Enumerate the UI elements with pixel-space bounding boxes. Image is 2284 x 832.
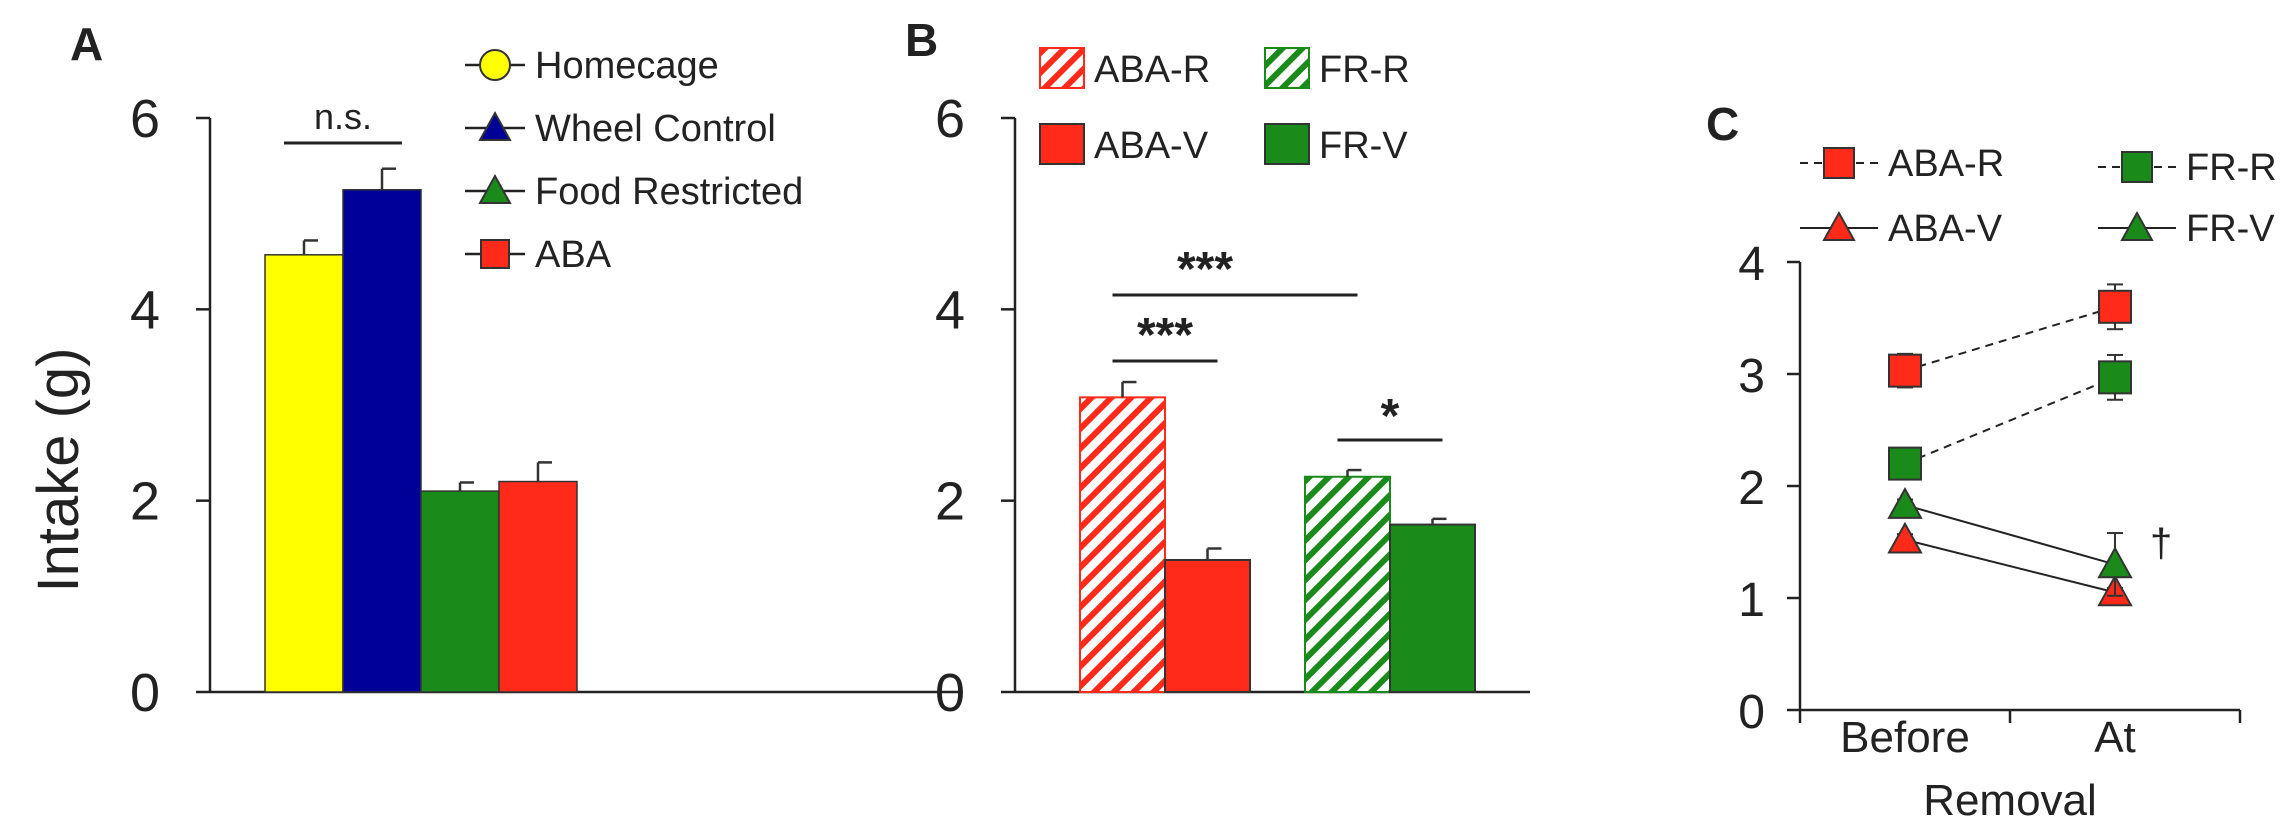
- panel-c-legend-label: FR-R: [2186, 147, 2277, 189]
- panel-a-bar: [420, 490, 500, 693]
- panel-b-bar: [1164, 558, 1251, 693]
- panel-c-series-line: [1904, 504, 2116, 566]
- panel-a-y-tick-label: 0: [130, 663, 160, 723]
- panel-c-series-line: [1904, 305, 2116, 372]
- panel-a-y-tick-label: 2: [130, 472, 160, 532]
- panel-b-y-tick-label: 2: [935, 472, 965, 532]
- panel-c-x-axis-label: Removal: [1923, 776, 2097, 825]
- panel-c-legend-marker: [1822, 210, 1856, 241]
- panel-a-bar: [342, 189, 422, 693]
- panel-c-y-tick-label: 0: [1738, 686, 1765, 739]
- panel-c-x-tick-label: Before: [1840, 713, 1970, 762]
- panel-b-legend-swatch: [1264, 123, 1310, 165]
- panel-b-y-tick-label: 0: [935, 663, 965, 723]
- panel-c-marker: [2098, 360, 2132, 395]
- panel-a-significance-label: n.s.: [314, 96, 372, 137]
- panel-c-legend-label: ABA-V: [1888, 208, 2003, 250]
- panel-a-legend-marker: [478, 173, 512, 204]
- panel-b-legend-swatch: [1039, 47, 1085, 89]
- panel-a-legend-marker: [478, 110, 512, 141]
- panel-b-legend-label: FR-R: [1319, 49, 1410, 91]
- panel-c-y-tick-label: 4: [1738, 238, 1765, 291]
- panel-a-letter: A: [70, 18, 103, 70]
- panel-c-legend-marker: [2120, 210, 2154, 241]
- panel-b-legend-label: FR-V: [1319, 125, 1408, 167]
- panel-c-y-tick-label: 1: [1738, 574, 1765, 627]
- panel-c-letter: C: [1706, 98, 1739, 150]
- panel-b-y-tick-label: 4: [935, 280, 965, 340]
- panel-a-legend-marker: [480, 239, 510, 269]
- panel-c-marker: [1888, 446, 1922, 481]
- panel-c-y-tick-label: 3: [1738, 350, 1765, 403]
- panel-a-legend-label: Food Restricted: [535, 171, 803, 213]
- panel-b-significance-label: ***: [1137, 309, 1193, 362]
- panel-c-y-tick-label: 2: [1738, 462, 1765, 515]
- panel-b-legend-swatch: [1039, 123, 1085, 165]
- panel-c-series-line: [1904, 538, 2116, 594]
- panel-c-marker: [2098, 289, 2132, 324]
- panel-a-legend-marker: [479, 49, 511, 81]
- panel-c: C 0 1 2 3 4 Before At ABA-R FR-R ABA-V FR-V † Rem…: [1706, 98, 2277, 825]
- panel-a-y-tick-label: 4: [130, 280, 160, 340]
- panel-a-bar: [264, 254, 344, 693]
- panel-b-letter: B: [905, 14, 938, 66]
- panel-c-marker: [2097, 546, 2133, 579]
- panel-a-legend-label: ABA: [535, 234, 612, 276]
- panel-c-legend-label: FR-V: [2186, 208, 2275, 250]
- panel-c-dagger-annotation: †: [2150, 521, 2172, 565]
- panel-c-series-line: [1904, 376, 2116, 465]
- panel-c-marker: [1888, 353, 1922, 388]
- panel-a: A Intake (g) 0 2 4 6 Homecage Wheel Control F…: [26, 18, 960, 723]
- panel-a-legend-label: Homecage: [535, 45, 719, 87]
- panel-c-x-tick-label: At: [2094, 713, 2136, 762]
- panel-b-legend-label: ABA-R: [1094, 49, 1210, 91]
- panel-b-significance-label: ***: [1177, 243, 1233, 296]
- panel-a-legend-label: Wheel Control: [535, 108, 776, 150]
- panel-b-bar: [1079, 396, 1166, 693]
- panel-b-legend-swatch: [1264, 47, 1310, 89]
- panel-a-y-tick-label: 6: [130, 89, 160, 149]
- panel-a-y-axis-label: Intake (g): [26, 348, 91, 593]
- panel-b-legend-label: ABA-V: [1094, 125, 1209, 167]
- panel-b-significance-label: *: [1381, 390, 1400, 443]
- panel-c-marker: [1887, 486, 1923, 519]
- panel-c-legend-label: ABA-R: [1888, 143, 2004, 185]
- panel-a-bar: [498, 480, 578, 693]
- panel-b-bar: [1304, 475, 1391, 693]
- panel-b-y-tick-label: 6: [935, 89, 965, 149]
- panel-b-bar: [1389, 523, 1476, 693]
- panel-c-marker: [1887, 521, 1923, 554]
- panel-c-legend-marker: [1823, 147, 1855, 179]
- panel-c-legend-marker: [2121, 151, 2153, 183]
